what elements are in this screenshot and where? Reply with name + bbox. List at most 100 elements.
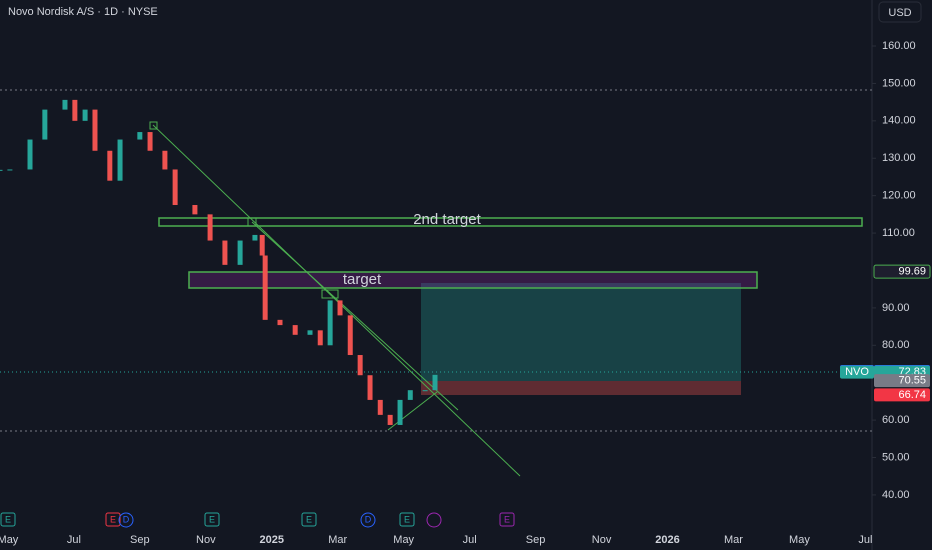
x-tick-label: Jul — [858, 534, 872, 546]
candle — [422, 390, 428, 392]
candle — [107, 150, 113, 181]
x-tick-label: Sep — [130, 534, 150, 546]
price-label: 70.55 — [898, 375, 926, 387]
pivot-box — [321, 289, 339, 299]
price-label: 66.74 — [898, 389, 926, 401]
x-tick-label: May — [0, 534, 19, 546]
event-label[interactable]: E — [110, 514, 116, 524]
x-tick-label: Sep — [526, 534, 546, 546]
y-tick-label: 60.00 — [882, 414, 910, 426]
x-tick-label: May — [789, 534, 810, 546]
profit-zone — [421, 283, 741, 381]
x-tick-label: May — [393, 534, 414, 546]
x-tick-label: Mar — [328, 534, 347, 546]
event-box[interactable] — [360, 512, 376, 528]
price-label-box — [873, 264, 931, 279]
candle — [347, 315, 353, 356]
event-label[interactable]: E — [306, 514, 312, 524]
candle — [207, 214, 213, 241]
event-box[interactable] — [399, 512, 415, 527]
candle — [0, 169, 3, 171]
candle — [307, 330, 313, 335]
candle — [7, 169, 13, 171]
x-tick-label: 2025 — [260, 534, 284, 546]
event-label[interactable]: E — [5, 514, 11, 524]
event[interactable]: E — [105, 512, 121, 527]
price-label-box — [874, 388, 930, 402]
y-tick-label: 150.00 — [882, 77, 916, 89]
pivot-box — [149, 121, 158, 130]
price-label-name: NVO — [845, 366, 869, 378]
event-box[interactable] — [301, 512, 317, 527]
target-box — [188, 271, 758, 289]
y-tick-label: 50.00 — [882, 451, 910, 463]
annotation: 2nd target — [413, 211, 481, 228]
candle — [262, 255, 268, 320]
annotation: target — [343, 271, 382, 288]
pivot-box — [247, 217, 257, 227]
candle — [42, 109, 48, 140]
event-box[interactable] — [0, 512, 16, 527]
event[interactable]: E — [399, 512, 415, 527]
y-tick-label: 90.00 — [882, 302, 910, 314]
candle — [407, 390, 413, 400]
y-tick-label: 110.00 — [882, 227, 915, 239]
candle — [82, 109, 88, 121]
event-label[interactable]: E — [209, 514, 215, 524]
candle — [367, 375, 373, 400]
candle — [259, 234, 265, 256]
loss-zone — [421, 381, 741, 395]
x-tick-label: Nov — [592, 534, 612, 546]
event[interactable]: D — [360, 512, 376, 528]
currency-button[interactable] — [878, 1, 922, 23]
event[interactable]: E — [301, 512, 317, 527]
candle — [137, 132, 143, 140]
candle — [292, 325, 298, 335]
trend-line — [251, 221, 459, 411]
candle — [317, 330, 323, 346]
y-tick-label: 120.00 — [882, 190, 916, 202]
dividend-icon[interactable] — [426, 512, 442, 528]
candle — [172, 169, 178, 206]
candle — [192, 205, 198, 215]
candle — [237, 240, 243, 265]
price-label-box — [874, 374, 930, 388]
currency[interactable]: USD — [888, 7, 911, 19]
candle — [117, 139, 123, 181]
candle — [92, 109, 98, 151]
candle — [162, 150, 168, 170]
y-tick-label: 80.00 — [882, 339, 910, 351]
chart-title: Novo Nordisk A/S · 1D · NYSE — [8, 6, 158, 18]
event[interactable]: E — [499, 512, 515, 527]
y-tick-label: 40.00 — [882, 489, 910, 501]
event-box[interactable] — [499, 512, 515, 527]
event-label[interactable]: D — [365, 514, 372, 524]
price-label: 99.69 — [898, 266, 926, 278]
event-box[interactable] — [204, 512, 220, 527]
trend-line — [152, 124, 521, 477]
event-label[interactable]: D — [123, 514, 130, 524]
event-label[interactable]: E — [504, 514, 510, 524]
event[interactable]: E — [204, 512, 220, 527]
event[interactable]: E — [0, 512, 16, 527]
x-tick-label: Nov — [196, 534, 216, 546]
candle — [387, 414, 393, 425]
candle — [72, 99, 78, 121]
candle — [222, 240, 228, 265]
candle — [252, 234, 258, 241]
x-tick-label: Mar — [724, 534, 743, 546]
event-box[interactable] — [105, 512, 121, 527]
trend-line — [387, 391, 438, 431]
event[interactable]: D — [118, 512, 134, 528]
candle — [147, 132, 153, 151]
candle — [337, 300, 343, 316]
y-tick-label: 160.00 — [882, 40, 916, 52]
x-tick-label: 2026 — [655, 534, 679, 546]
candle — [277, 319, 283, 326]
y-tick-label: 140.00 — [882, 115, 916, 127]
event-box[interactable] — [118, 512, 134, 528]
candle — [432, 374, 438, 391]
event-label[interactable]: E — [404, 514, 410, 524]
